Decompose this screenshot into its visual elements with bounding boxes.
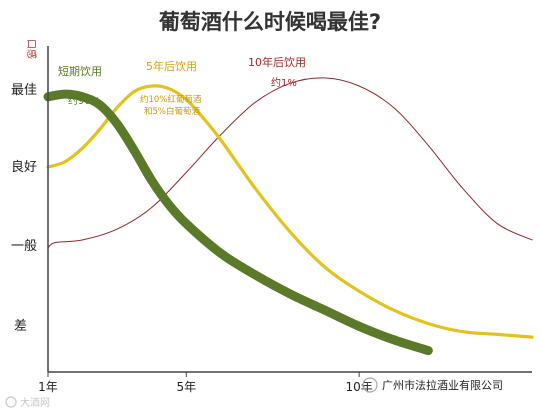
x-tick-label: 5年 bbox=[176, 380, 196, 394]
y-label-poor: 差 bbox=[14, 319, 27, 334]
wechat-icon bbox=[362, 377, 378, 393]
series-lines bbox=[43, 77, 534, 356]
x-axis-ticks: 1年 5年 10年 bbox=[38, 372, 373, 394]
y-axis-labels: 最佳 良好 一般 差 bbox=[11, 83, 37, 334]
annotation-10-year: 约1% bbox=[271, 76, 297, 89]
watermark-right: 广州市法拉酒业有限公司 bbox=[362, 377, 503, 393]
watermark-right-text: 广州市法拉酒业有限公司 bbox=[382, 378, 503, 392]
series-labels: 短期饮用 约90% 5年后饮用 约10%红葡萄酒 和5%白葡萄酒 10年后饮用 … bbox=[58, 55, 306, 117]
watermark-left: 大酒网 bbox=[5, 396, 50, 409]
annotation-5-year: 约10%红葡萄酒 和5%白葡萄酒 bbox=[140, 94, 204, 117]
y-label-good: 良好 bbox=[11, 159, 37, 175]
y-label-average: 一般 bbox=[11, 238, 37, 254]
series-short-term-line bbox=[43, 89, 433, 356]
series-10-year-line bbox=[47, 77, 533, 249]
x-tick-label: 1年 bbox=[38, 380, 58, 394]
annotation-short-term: 约90% bbox=[68, 94, 100, 107]
label-10-year: 10年后饮用 bbox=[248, 55, 306, 69]
y-axis-title: 口感 bbox=[25, 39, 38, 59]
label-5-year: 5年后饮用 bbox=[146, 59, 197, 73]
series-5-year-line bbox=[46, 84, 534, 339]
watermark-left-text: 大酒网 bbox=[20, 396, 50, 409]
watermark-logo-icon bbox=[5, 396, 17, 408]
label-short-term: 短期饮用 bbox=[58, 64, 102, 78]
y-label-best: 最佳 bbox=[11, 83, 37, 98]
chart-title: 葡萄酒什么时候喝最佳? bbox=[158, 10, 381, 34]
